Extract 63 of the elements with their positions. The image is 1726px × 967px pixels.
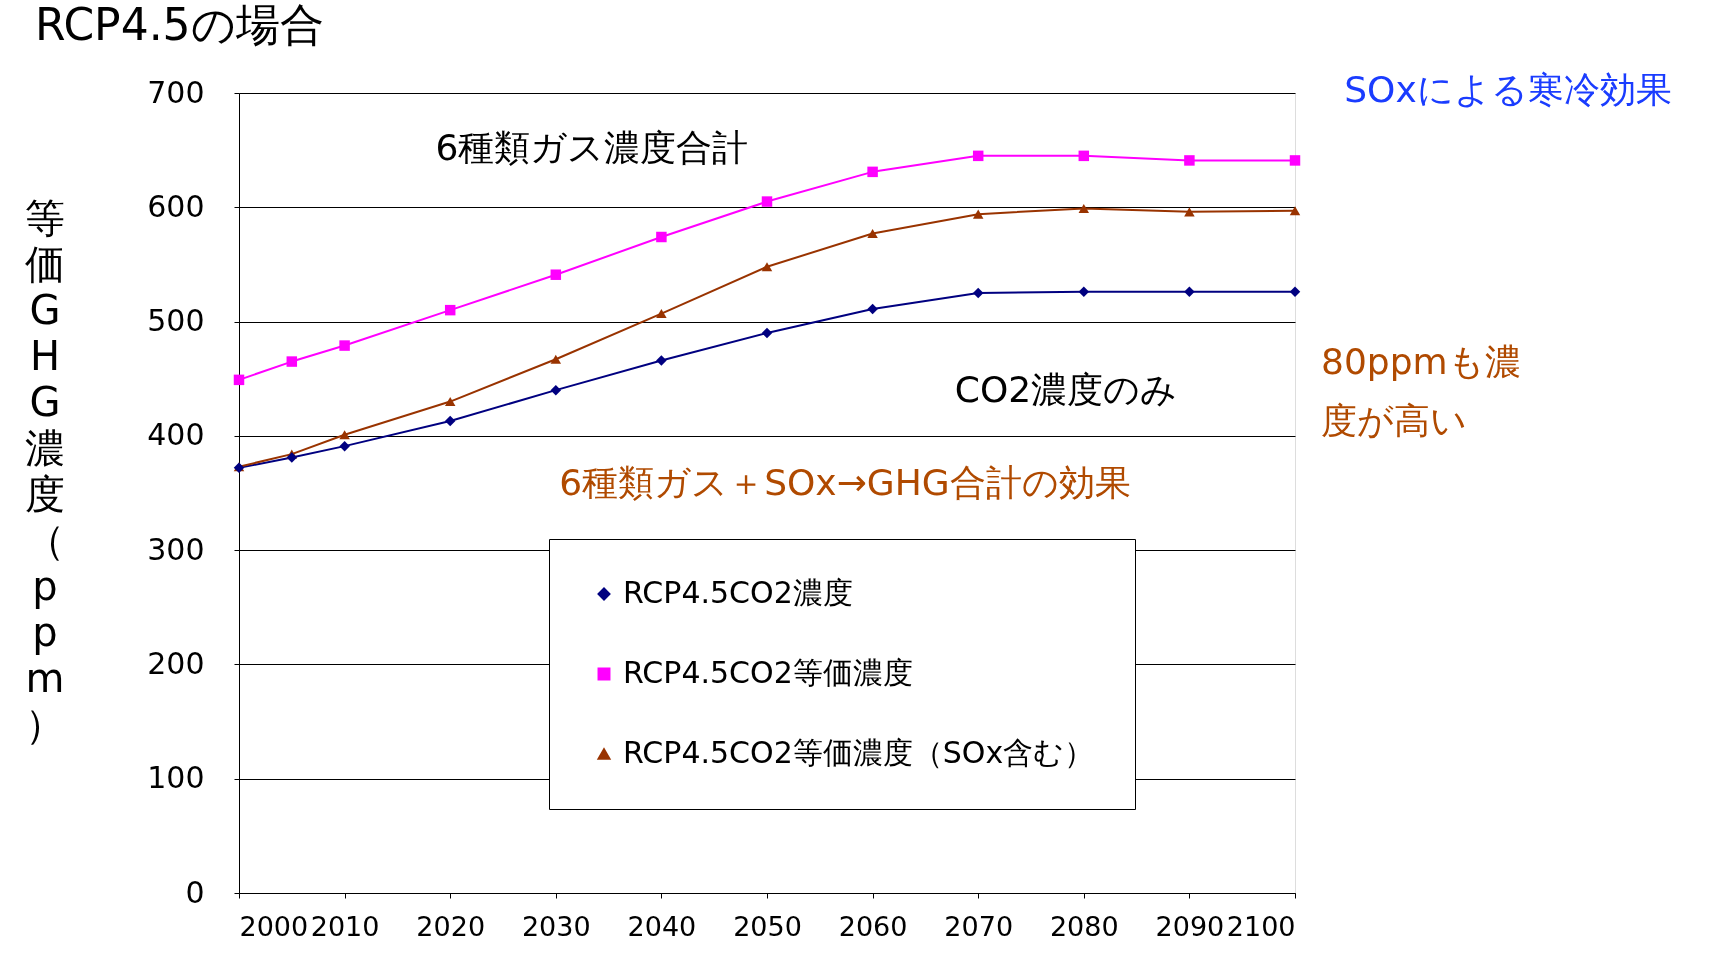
point: [867, 229, 878, 239]
x-tick-label: 2080: [1049, 910, 1119, 942]
y-tick-label: 300: [147, 531, 205, 567]
point: [1289, 155, 1301, 166]
point: [550, 269, 562, 280]
point: [1078, 150, 1090, 162]
point: [339, 340, 350, 351]
point: [233, 374, 245, 386]
point: [761, 262, 773, 272]
point: [867, 166, 878, 178]
point: [656, 309, 667, 319]
annotation: CO2濃度のみ: [954, 369, 1178, 410]
point: [444, 415, 456, 427]
point: [972, 150, 984, 162]
x-tick-label: 2040: [627, 910, 697, 942]
point: [1184, 155, 1195, 166]
chart-title: RCP4.5の場合: [35, 0, 324, 50]
point: [1289, 206, 1301, 216]
text: 80ppmも濃: [1321, 341, 1521, 382]
x-tick-label: 2010: [310, 910, 380, 942]
point: [444, 397, 456, 407]
point: [867, 303, 878, 315]
x-tick-label: 2100: [1226, 910, 1296, 942]
point: [550, 354, 562, 364]
legend-label: RCP4.5CO2濃度: [623, 575, 853, 610]
y-tick-label: 500: [147, 303, 205, 339]
legend-label: RCP4.5CO2等価濃度（SOx含む）: [623, 735, 1095, 770]
point: [761, 327, 773, 339]
text: 度が高い: [1321, 400, 1467, 441]
point: [1289, 286, 1301, 298]
point: [550, 384, 562, 396]
x-tick-label: 2050: [733, 910, 802, 942]
point: [286, 356, 298, 367]
point: [1078, 203, 1090, 213]
y-tick-label: 0: [185, 874, 205, 910]
y-tick-label: 200: [147, 645, 205, 681]
x-tick-label: 2000: [239, 910, 309, 942]
x-tick-label: 2090: [1155, 910, 1225, 942]
text: 等価GHG濃度（ppm）: [25, 195, 65, 747]
point: [656, 355, 667, 366]
point: [1184, 286, 1195, 298]
point: [761, 196, 773, 207]
point: [444, 304, 456, 316]
point: [286, 452, 298, 463]
annotation: 6種類ガス＋SOx→GHG合計の効果: [559, 462, 1131, 503]
y-tick-label: 400: [147, 417, 205, 453]
x-tick-label: 2020: [416, 910, 486, 942]
x-tick-label: 2030: [521, 910, 591, 942]
point: [1078, 286, 1090, 298]
y-tick-label: 600: [147, 188, 205, 224]
text: SOxによる寒冷効果: [1344, 69, 1672, 110]
y-tick-label: 100: [147, 760, 205, 796]
legend-label: RCP4.5CO2等価濃度: [623, 655, 913, 690]
annotation: 6種類ガス濃度合計: [435, 127, 749, 168]
point: [972, 209, 984, 219]
y-tick-label: 700: [147, 74, 205, 110]
point: [1184, 207, 1195, 217]
x-tick-label: 2070: [944, 910, 1014, 942]
point: [339, 440, 350, 452]
x-tick-label: 2060: [838, 910, 908, 942]
point: [656, 231, 667, 243]
point: [972, 287, 984, 299]
point: [339, 430, 350, 440]
